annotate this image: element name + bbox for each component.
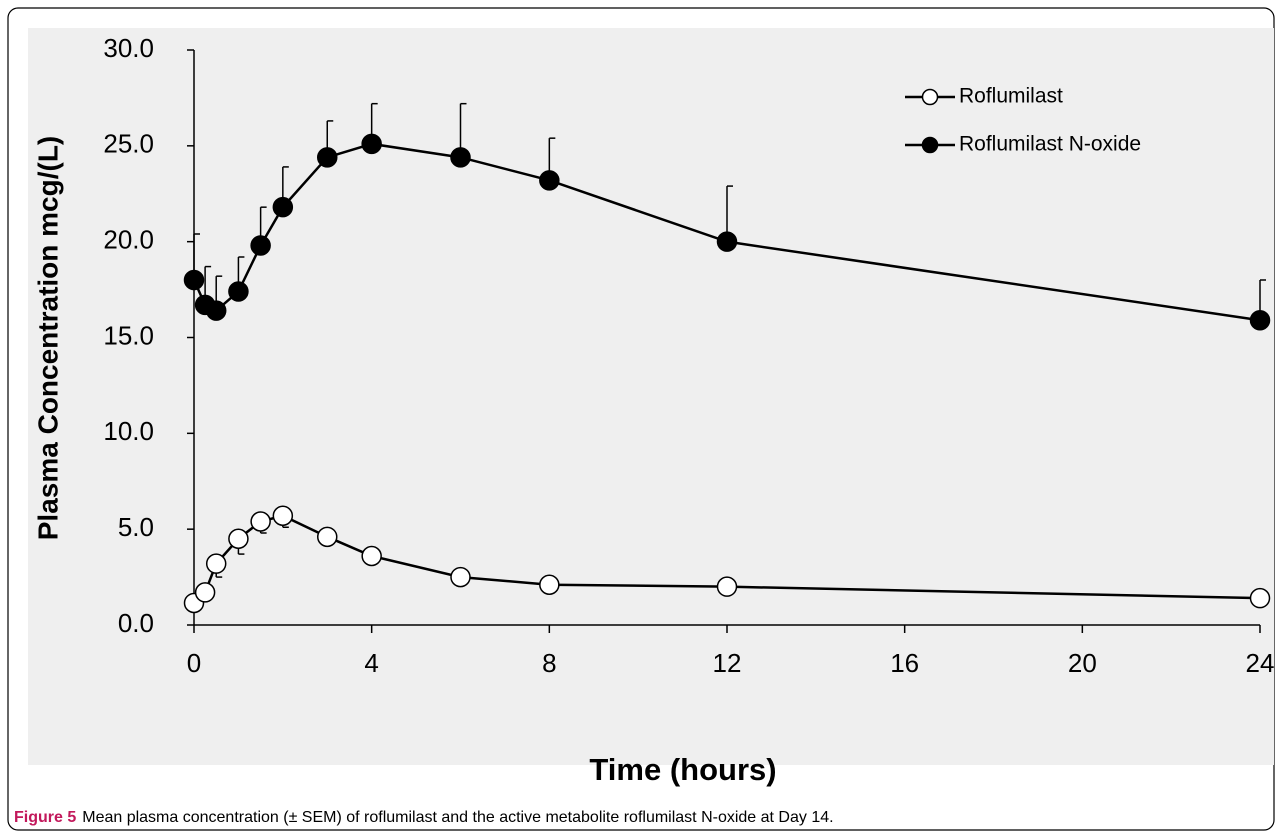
- caption-text: Mean plasma concentration (± SEM) of rof…: [82, 809, 833, 826]
- legend-label: Roflumilast N-oxide: [959, 133, 1141, 156]
- data-point: [250, 511, 271, 532]
- y-tick-label: 10.0: [103, 416, 154, 446]
- plot-background: [28, 28, 1274, 765]
- data-point: [450, 147, 471, 168]
- data-point: [205, 553, 227, 574]
- legend-marker: [921, 88, 939, 106]
- legend-label: Roflumilast: [959, 85, 1063, 108]
- data-point: [1249, 587, 1271, 609]
- data-point: [272, 196, 294, 218]
- x-tick-label: 24: [1246, 648, 1275, 678]
- data-point: [1249, 310, 1271, 331]
- data-point: [228, 281, 249, 302]
- data-point: [317, 147, 338, 168]
- plot: 0.0 5.0 10.0 15.0 20.0 25.0 30.0 0 4 8 12 16 20 24 Rof…: [103, 33, 1274, 678]
- caption-label: Figure 5: [14, 809, 76, 826]
- y-tick-label: 20.0: [103, 225, 154, 255]
- x-tick-label: 8: [542, 648, 556, 678]
- x-tick-label: 16: [890, 648, 919, 678]
- x-tick-label: 0: [187, 648, 201, 678]
- data-point: [361, 133, 382, 155]
- data-point: [450, 566, 471, 588]
- data-point: [716, 231, 738, 252]
- data-point: [539, 170, 560, 191]
- data-point: [194, 582, 216, 603]
- y-axis-title: Plasma Concentration mcg/(L): [32, 136, 63, 541]
- data-point: [250, 235, 271, 256]
- legend-marker: [921, 136, 939, 154]
- data-point: [361, 545, 382, 567]
- x-axis-title: Time (hours): [589, 752, 776, 787]
- x-tick-label: 12: [713, 648, 742, 678]
- y-tick-label: 5.0: [118, 512, 154, 542]
- y-tick-label: 15.0: [103, 320, 154, 350]
- x-tick-label: 4: [364, 648, 378, 678]
- y-tick-label: 30.0: [103, 33, 154, 63]
- y-tick-label: 0.0: [118, 608, 154, 638]
- data-point: [272, 505, 294, 526]
- data-point: [716, 576, 738, 597]
- x-tick-label: 20: [1068, 648, 1097, 678]
- caption: Figure 5 Mean plasma concentration (± SEM…: [14, 809, 834, 826]
- y-tick-label: 25.0: [103, 129, 154, 159]
- data-point: [228, 528, 249, 549]
- data-point: [317, 526, 338, 548]
- data-point: [539, 574, 560, 595]
- data-point: [183, 269, 205, 291]
- data-point: [205, 300, 227, 321]
